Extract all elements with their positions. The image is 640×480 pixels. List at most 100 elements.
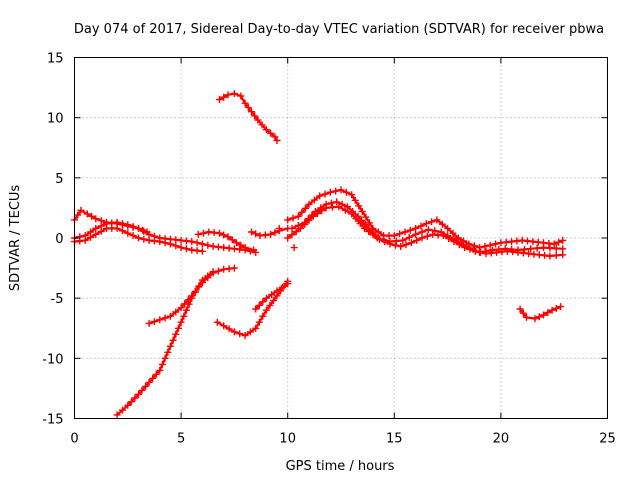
data-point-marker: [373, 234, 381, 242]
data-point-marker: [182, 245, 190, 253]
data-point-marker: [348, 191, 356, 199]
data-point-marker: [428, 218, 436, 226]
data-point-marker: [449, 229, 457, 237]
data-point-marker: [288, 224, 296, 232]
series-arc-4: [194, 228, 258, 254]
data-point-marker: [405, 233, 413, 241]
series-arc-14: [516, 303, 565, 323]
y-tick-label: 5: [55, 172, 63, 187]
data-point-marker: [145, 319, 153, 327]
data-point-marker: [198, 247, 206, 255]
data-point-marker: [433, 216, 441, 224]
data-point-marker: [302, 204, 309, 212]
data-point-marker: [516, 305, 524, 313]
y-tick-label: 15: [47, 52, 64, 67]
data-point-marker: [188, 292, 196, 300]
data-point-marker: [314, 210, 321, 217]
data-point-marker: [267, 230, 275, 238]
data-point-marker: [437, 228, 445, 236]
data-point-marker: [225, 325, 233, 333]
series-arc-2: [71, 218, 260, 256]
data-point-marker: [220, 93, 228, 101]
data-point-marker: [194, 230, 202, 238]
data-point-marker: [559, 245, 567, 253]
axis-ticks: [74, 57, 608, 419]
data-point-marker: [355, 202, 363, 210]
data-point-marker: [216, 96, 223, 104]
data-point-marker: [424, 226, 432, 234]
data-point-marker: [337, 186, 345, 194]
y-tick-label: -15: [42, 413, 63, 428]
data-point-marker: [209, 269, 217, 277]
data-point-marker: [88, 212, 96, 220]
data-point-marker: [454, 234, 462, 242]
data-point-marker: [135, 224, 142, 232]
data-point-marker: [519, 309, 527, 317]
y-tick-label: 0: [55, 232, 63, 247]
data-point-marker: [351, 196, 359, 204]
data-point-marker: [374, 228, 382, 236]
data-point-marker: [140, 235, 148, 243]
data-point-marker: [124, 221, 132, 229]
data-point-marker: [252, 305, 260, 313]
series-arc-8: [213, 277, 292, 339]
data-point-marker: [92, 215, 100, 223]
data-point-marker: [297, 224, 304, 232]
data-point-marker: [188, 238, 196, 246]
data-point-marker: [161, 354, 169, 362]
data-point-marker: [169, 336, 177, 344]
data-point-marker: [273, 287, 281, 295]
data-point-marker: [172, 330, 180, 338]
y-tick-label: -5: [51, 292, 64, 307]
data-point-marker: [216, 229, 223, 237]
data-point-marker: [220, 231, 228, 239]
data-point-marker: [392, 237, 400, 245]
series-line: [286, 188, 564, 249]
data-point-marker: [161, 314, 169, 322]
data-point-marker: [83, 210, 91, 218]
data-point-marker: [348, 210, 356, 218]
data-point-marker: [145, 378, 153, 386]
data-point-marker: [316, 192, 324, 200]
data-point-marker: [482, 247, 490, 255]
data-point-marker: [275, 224, 283, 232]
data-point-marker: [365, 228, 373, 236]
data-point-marker: [156, 238, 164, 246]
data-point-marker: [552, 251, 560, 259]
data-point-marker: [343, 203, 351, 211]
data-point-marker: [550, 240, 558, 248]
data-point-marker: [335, 203, 343, 211]
data-point-marker: [236, 330, 244, 338]
x-axis-title: GPS time / hours: [286, 459, 395, 474]
data-point-marker: [244, 103, 252, 111]
data-point-marker: [369, 231, 377, 239]
data-point-marker: [248, 228, 255, 236]
data-point-marker: [431, 227, 439, 235]
data-point-marker: [290, 244, 298, 252]
data-point-marker: [492, 240, 500, 248]
data-point-marker: [321, 190, 329, 198]
data-point-marker: [356, 220, 364, 228]
data-point-marker: [267, 129, 275, 137]
data-point-marker: [182, 306, 190, 314]
data-point-marker: [527, 245, 535, 253]
series-arc-13: [284, 203, 567, 256]
data-point-marker: [149, 374, 157, 382]
data-point-marker: [255, 301, 263, 309]
data-point-marker: [533, 244, 541, 252]
data-point-marker: [391, 241, 399, 249]
data-point-marker: [246, 328, 254, 336]
data-point-marker: [294, 212, 302, 220]
data-point-marker: [397, 242, 405, 250]
data-point-marker: [501, 245, 509, 253]
data-point-marker: [124, 229, 132, 237]
data-point-marker: [412, 224, 420, 232]
data-point-marker: [113, 411, 121, 419]
data-point-marker: [150, 318, 158, 326]
x-tick-label: 20: [493, 432, 510, 447]
data-point-marker: [158, 360, 166, 368]
data-point-marker: [224, 91, 232, 99]
data-point-marker: [233, 239, 240, 247]
data-point-marker: [329, 203, 336, 211]
data-point-marker: [390, 232, 398, 240]
